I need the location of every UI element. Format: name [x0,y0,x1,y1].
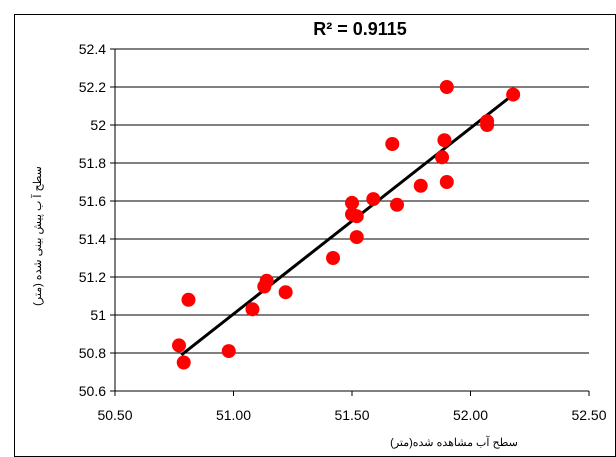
data-point [259,273,274,288]
x-tick-label: 52.50 [571,407,606,423]
data-point [413,178,428,193]
y-tick-label: 51.8 [79,155,106,171]
chart-border [14,14,616,457]
data-point [171,338,186,353]
data-point [326,251,341,265]
axes [110,48,590,396]
x-tick-label: 52.00 [453,407,488,423]
x-axis-label: سطح آب مشاهده شده(متر) [390,436,518,449]
data-point [181,292,196,307]
data-point [506,87,521,102]
data-point [345,195,359,210]
y-tick-label: 50.6 [79,383,106,399]
data-point [349,230,364,245]
chart-title: R² = 0.9115 [313,19,407,39]
y-tick-label: 50.8 [79,345,106,361]
x-tick-label: 51.00 [216,407,251,423]
data-point [439,80,454,94]
data-point [390,197,405,212]
data-point [366,192,381,207]
data-points [171,80,521,370]
y-tick-label: 51.2 [79,269,106,285]
y-tick-label: 52.2 [79,79,106,95]
y-tick-label: 51 [90,307,106,323]
data-point [278,285,293,300]
trendline [180,93,515,357]
data-point [385,137,400,151]
data-point [221,344,236,359]
data-point [435,150,450,165]
y-tick-label: 52 [90,117,106,133]
data-point [437,133,452,148]
y-tick-label: 52.4 [79,41,106,57]
y-axis-label: سطح آ ب پیش بینی شده (متر) [31,166,44,306]
data-point [176,355,191,370]
y-tick-label: 51.4 [79,231,106,247]
x-tick-label: 50.50 [97,407,132,423]
x-tick-label: 51.50 [334,407,369,423]
data-point [439,175,454,189]
trendline-layer [180,93,515,357]
data-point [245,302,260,317]
data-point [480,118,495,132]
tick-labels: 50.6 50.8 51 51.2 51.4 51.6 51.8 52 52.2 52.4 50.5… [79,41,607,423]
y-tick-label: 51.6 [79,193,106,209]
data-point [349,209,364,224]
